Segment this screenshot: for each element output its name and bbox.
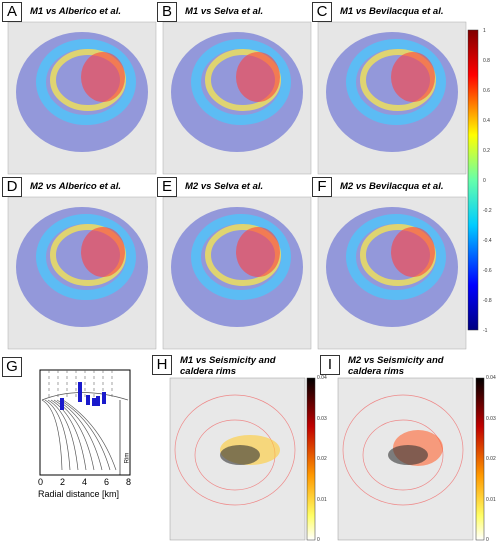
hazard-ring bbox=[346, 39, 446, 125]
x-tick-label: 6 bbox=[104, 477, 110, 487]
colorbar-tick-label: 0.02 bbox=[317, 456, 327, 462]
colorbar-tick-label: -0.2 bbox=[483, 208, 492, 214]
panel-title: M2 vs Selva et al. bbox=[185, 181, 264, 192]
colorbar-tick-label: 0 bbox=[317, 537, 320, 543]
hazard-core bbox=[236, 227, 280, 277]
hazard-core bbox=[391, 227, 435, 277]
panel-title: M2 vs Alberico et al. bbox=[30, 181, 121, 192]
hazard-core bbox=[236, 52, 280, 102]
panel-g-plot bbox=[39, 369, 131, 476]
x-tick-label: 2 bbox=[60, 477, 66, 487]
panel-title: M1 vs Bevilacqua et al. bbox=[340, 6, 444, 17]
colorbar-tick-label: 0.2 bbox=[483, 148, 490, 154]
panel-title: M1 vs Selva et al. bbox=[185, 6, 264, 17]
x-tick-label: 0 bbox=[38, 477, 44, 487]
panel-letter: C bbox=[312, 2, 332, 22]
colorbar-tick-label: 0.4 bbox=[483, 118, 490, 124]
map-panels bbox=[7, 21, 467, 350]
panel-letter: A bbox=[2, 2, 22, 22]
panel-letter: I bbox=[320, 355, 340, 375]
colorbar-tick-label: -0.6 bbox=[483, 268, 492, 274]
colorbar bbox=[306, 377, 316, 541]
colorbar bbox=[475, 377, 485, 541]
panel-letter: B bbox=[157, 2, 177, 22]
panel-i-map bbox=[337, 377, 485, 541]
colorbar-tick-label: 0 bbox=[483, 178, 486, 184]
colorbar-tick-label: 1 bbox=[483, 28, 486, 34]
panel-title: M1 vs Seismicity and caldera rims bbox=[180, 355, 276, 377]
colorbar-tick-label: 0.8 bbox=[483, 58, 490, 64]
colorbar bbox=[467, 29, 479, 331]
colorbar-tick-label: 0.04 bbox=[486, 375, 496, 381]
panel-letter: F bbox=[312, 177, 332, 197]
panel-letter: H bbox=[152, 355, 172, 375]
colorbar-tick-label: -0.8 bbox=[483, 298, 492, 304]
panel-title: M2 vs Seismicity and caldera rims bbox=[348, 355, 444, 377]
hazard-ring bbox=[346, 214, 446, 300]
panel-letter: G bbox=[2, 357, 22, 377]
panel-h-map bbox=[169, 377, 316, 541]
hazard-core bbox=[81, 227, 125, 277]
colorbar-tick-label: 0.02 bbox=[486, 456, 496, 462]
hazard-core bbox=[81, 52, 125, 102]
colorbar-tick-label: -1 bbox=[483, 328, 488, 334]
hazard-ring bbox=[36, 214, 136, 300]
colorbar-tick-label: 0.03 bbox=[317, 415, 327, 422]
hazard-ring bbox=[191, 214, 291, 300]
colorbar-tick-label: 0 bbox=[486, 537, 489, 543]
colorbar-tick-label: 0.01 bbox=[317, 496, 327, 503]
hazard-ring bbox=[36, 39, 136, 125]
hazard-core bbox=[391, 52, 435, 102]
x-tick-label: 4 bbox=[82, 477, 88, 487]
colorbar-tick-label: -0.4 bbox=[483, 238, 492, 244]
colorbar-tick-label: 0.04 bbox=[317, 375, 327, 381]
hazard-ring bbox=[191, 39, 291, 125]
colorbar-tick-label: 0.6 bbox=[483, 88, 490, 94]
panel-title: M2 vs Bevilacqua et al. bbox=[340, 181, 444, 192]
x-tick-label: 8 bbox=[126, 477, 132, 487]
x-axis-label: Radial distance [km] bbox=[38, 489, 120, 499]
rim-label: Rim bbox=[124, 452, 131, 464]
panel-letter: E bbox=[157, 177, 177, 197]
colorbar-tick-label: 0.01 bbox=[486, 496, 496, 503]
panel-title: M1 vs Alberico et al. bbox=[30, 6, 121, 17]
colorbar-tick-label: 0.03 bbox=[486, 415, 496, 422]
panel-letter: D bbox=[2, 177, 22, 197]
